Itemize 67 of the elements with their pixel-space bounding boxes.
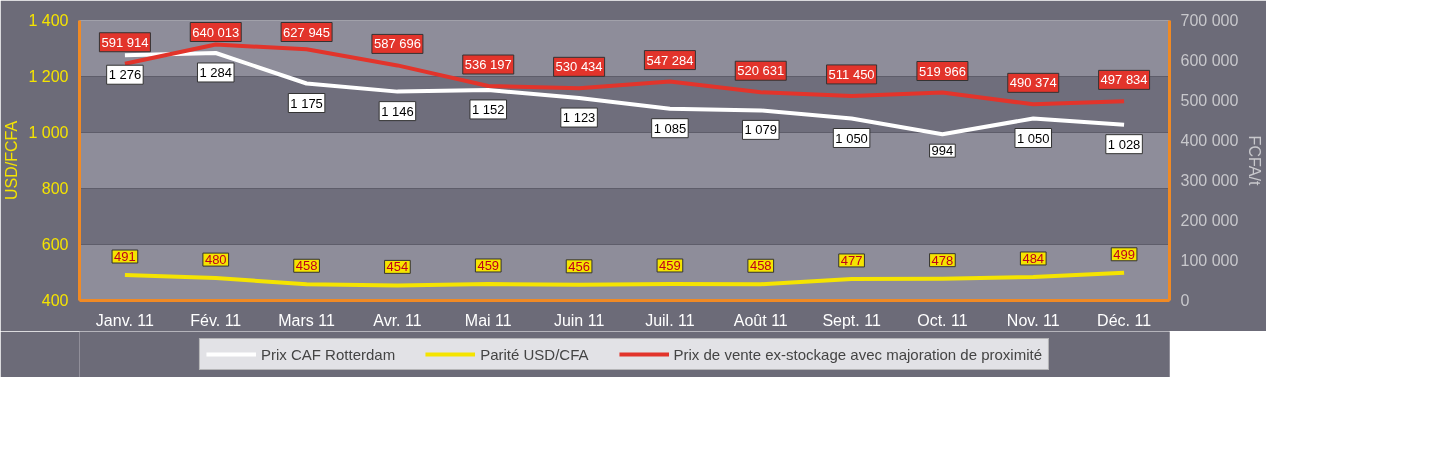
y-axis-title: USD/FCFA: [3, 120, 21, 201]
data-label: 519 966: [918, 63, 966, 79]
x-tick-label: Mars 11: [278, 311, 335, 329]
legend-label: Parité USD/CFA: [480, 345, 589, 363]
y2-axis-title: FCFA/t: [1246, 135, 1264, 186]
data-label: 587 696: [373, 36, 421, 52]
data-label: 459: [477, 257, 500, 273]
data-label: 491: [114, 249, 136, 265]
data-label: 1 050: [835, 130, 868, 146]
data-label: 499: [1113, 246, 1135, 262]
y-tick-label: 600: [41, 236, 69, 253]
data-label: 480: [204, 252, 227, 268]
data-label: 1 050: [1016, 130, 1050, 146]
data-label: 1 079: [744, 122, 778, 138]
y-tick-label: 400: [41, 292, 69, 309]
data-label: 456: [568, 258, 590, 274]
data-label: 1 146: [381, 103, 414, 119]
legend-label: Prix CAF Rotterdam: [260, 345, 396, 363]
data-label: 520 631: [737, 63, 785, 79]
x-tick-label: Déc. 11: [1097, 311, 1152, 329]
data-label: 994: [931, 143, 954, 159]
data-label: 1 152: [471, 101, 505, 117]
data-label: 547 284: [646, 52, 694, 68]
data-label: 1 175: [290, 95, 323, 111]
x-tick-label: Juil. 11: [645, 311, 695, 329]
data-label: 591 914: [101, 34, 149, 50]
data-label: 478: [931, 252, 954, 268]
data-label: 458: [749, 258, 772, 274]
data-label: 454: [386, 259, 409, 275]
y2-tick-label: 600 000: [1180, 52, 1239, 69]
data-label: 484: [1022, 250, 1045, 266]
data-label: 477: [840, 252, 863, 268]
data-label: 459: [659, 257, 681, 273]
data-label: 458: [295, 258, 318, 274]
data-label: 1 284: [199, 64, 233, 80]
data-label: 627 945: [283, 24, 331, 40]
y-tick-label: 800: [41, 180, 69, 197]
x-tick-label: Fév. 11: [190, 311, 242, 329]
data-label: 1 028: [1107, 136, 1141, 152]
x-tick-label: Août 11: [733, 311, 788, 329]
data-label: 1 123: [562, 110, 596, 126]
y2-tick-label: 100 000: [1180, 252, 1239, 269]
x-tick-label: Mai 11: [464, 311, 512, 329]
x-tick-label: Sept. 11: [822, 311, 881, 329]
y2-tick-label: 200 000: [1180, 212, 1239, 229]
data-label: 530 434: [555, 59, 603, 75]
y2-tick-label: 400 000: [1180, 132, 1239, 149]
x-tick-label: Avr. 11: [373, 311, 422, 329]
data-label: 1 085: [653, 120, 687, 136]
data-label: 640 013: [192, 24, 240, 40]
y-tick-label: 1 400: [28, 12, 69, 29]
data-label: 511 450: [828, 66, 875, 82]
y-tick-label: 1 000: [28, 124, 69, 141]
y2-tick-label: 500 000: [1180, 92, 1239, 109]
data-label: 1 276: [108, 67, 142, 83]
data-label: 497 834: [1100, 72, 1148, 88]
y2-tick-label: 300 000: [1180, 172, 1239, 189]
x-tick-label: Juin 11: [553, 311, 605, 329]
x-tick-label: Oct. 11: [917, 311, 968, 329]
y2-tick-label: 0: [1180, 292, 1190, 309]
legend-label: Prix de vente ex-stockage avec majoration de proximité: [673, 345, 1043, 363]
data-label: 490 374: [1009, 75, 1057, 91]
x-tick-label: Nov. 11: [1006, 311, 1060, 329]
x-tick-label: Janv. 11: [95, 311, 155, 329]
y-tick-label: 1 200: [28, 68, 69, 85]
data-label: 536 197: [464, 57, 512, 73]
y2-tick-label: 700 000: [1180, 12, 1239, 29]
